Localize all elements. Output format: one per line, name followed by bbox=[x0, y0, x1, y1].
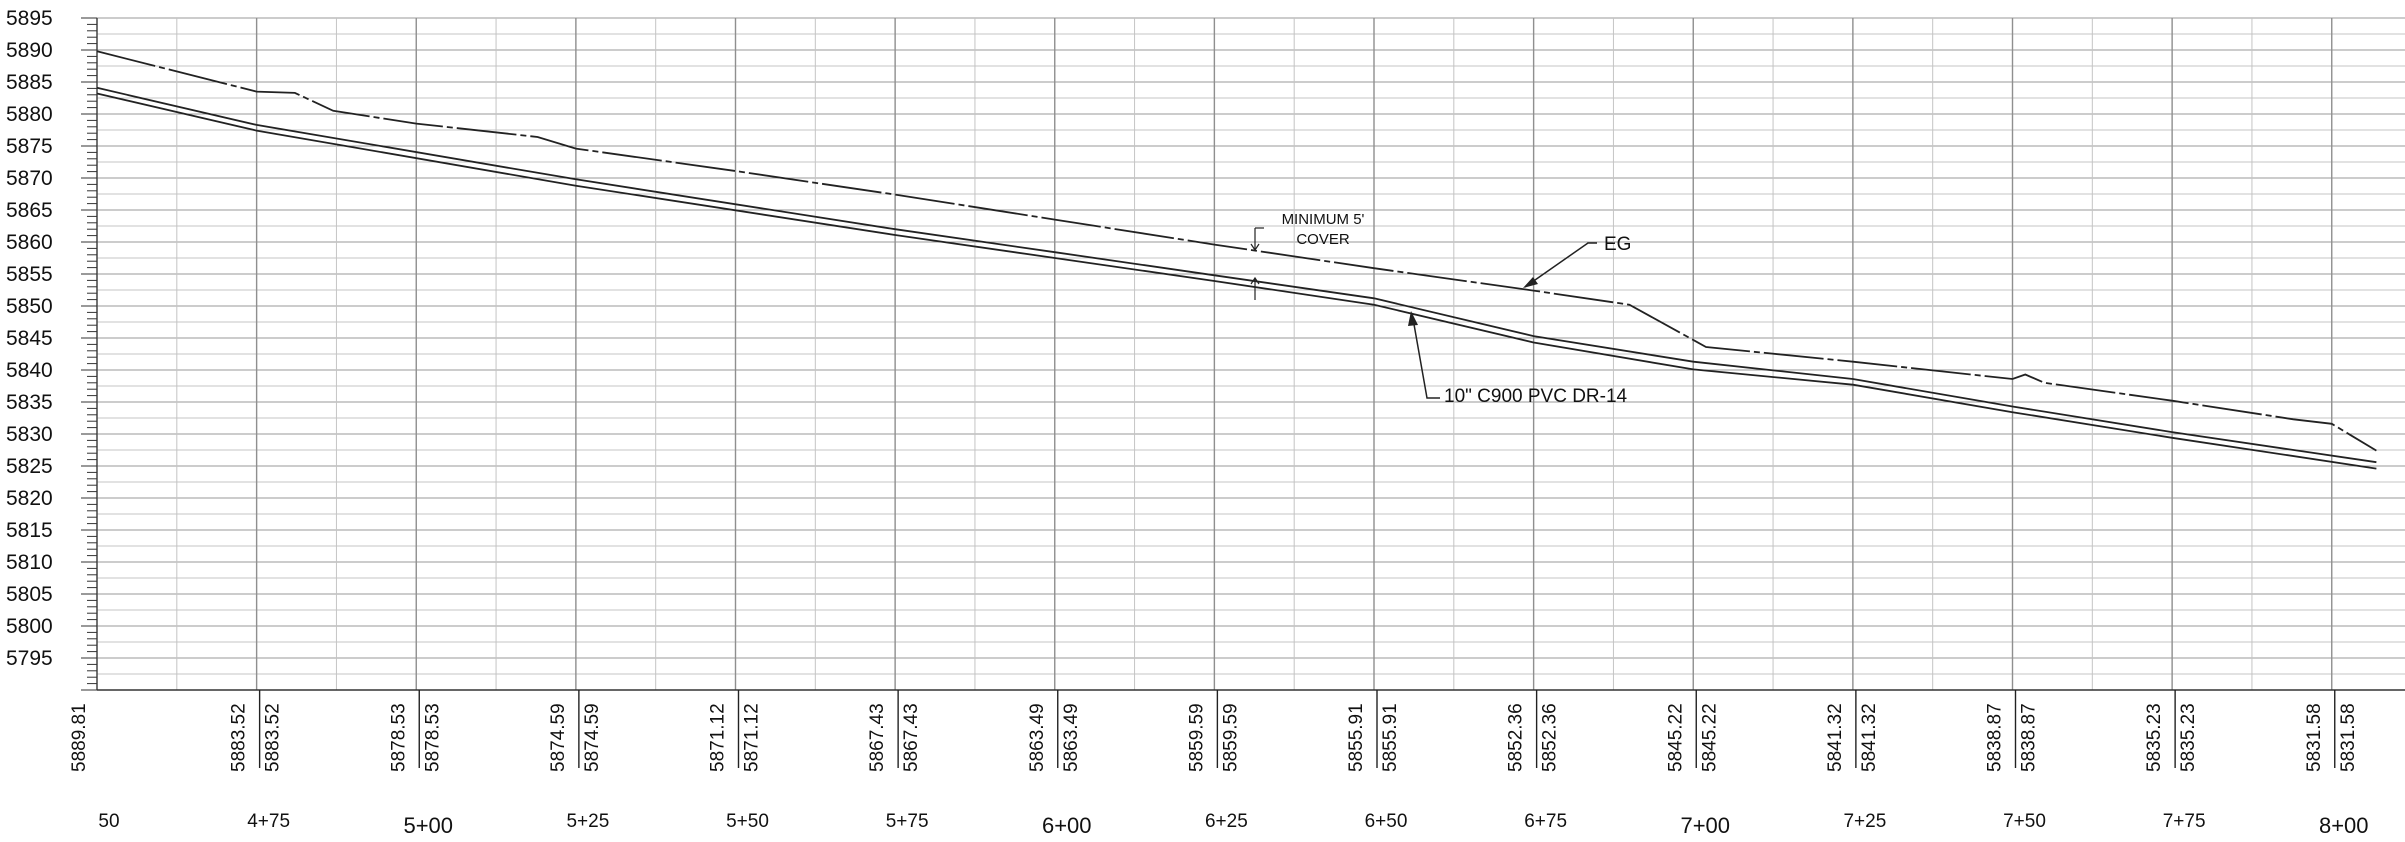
y-tick-label: 5810 bbox=[6, 551, 53, 574]
y-tick-label: 5830 bbox=[6, 423, 53, 446]
min-cover-note-line2: COVER bbox=[1296, 231, 1350, 248]
series-eg bbox=[96, 50, 2377, 452]
elevation-label-right: 5867.43 bbox=[901, 703, 922, 772]
eg-arrowhead bbox=[1523, 277, 1538, 288]
station-label: 5+50 bbox=[726, 811, 769, 832]
station-label: 6+75 bbox=[1524, 811, 1567, 832]
series-pipe-bottom bbox=[96, 92, 2377, 470]
y-axis-ticks bbox=[81, 17, 97, 691]
y-tick-label: 5870 bbox=[6, 167, 53, 190]
y-tick-label: 5820 bbox=[6, 487, 53, 510]
elevation-label-right: 5859.59 bbox=[1220, 703, 1241, 772]
elevation-label-right: 5874.59 bbox=[582, 703, 603, 772]
y-tick-label: 5825 bbox=[6, 455, 53, 478]
station-and-elevation-labels: 5889.81 5883.52 5883.52 5878.53 5878.53 5874.… bbox=[69, 690, 2369, 838]
elevation-label-left: 5878.53 bbox=[388, 703, 409, 772]
y-tick-label: 5855 bbox=[6, 263, 53, 286]
pipe-leader bbox=[1411, 312, 1440, 399]
station-label: 6+00 bbox=[1042, 813, 1092, 838]
y-tick-label: 5800 bbox=[6, 615, 53, 638]
station-label: 5+25 bbox=[566, 811, 609, 832]
elevation-label-right: 5845.22 bbox=[1699, 703, 1720, 772]
elevation-label-right: 5871.12 bbox=[742, 703, 763, 772]
station-label: 8+00 bbox=[2319, 813, 2369, 838]
elevation-label-right: 5863.49 bbox=[1061, 703, 1082, 772]
grid bbox=[96, 17, 2405, 691]
eg-leader bbox=[1524, 242, 1597, 288]
station-label: 6+50 bbox=[1365, 811, 1408, 832]
elevation-label-left: 5855.91 bbox=[1346, 703, 1367, 772]
station-label: 7+50 bbox=[2003, 811, 2046, 832]
pipe-label: 10" C900 PVC DR-14 bbox=[1444, 386, 1628, 407]
annotations: MINIMUM 5' COVER EG 10" C900 PVC DR-14 bbox=[1250, 211, 1631, 407]
station-label: 5+75 bbox=[886, 811, 929, 832]
elevation-label-left: 5831.58 bbox=[2304, 703, 2325, 772]
y-tick-label: 5850 bbox=[6, 295, 53, 318]
y-tick-label: 5880 bbox=[6, 103, 53, 126]
station-label: 5+00 bbox=[403, 813, 453, 838]
station-label: 6+25 bbox=[1205, 811, 1248, 832]
station-label: 50 bbox=[98, 811, 119, 832]
cover-arrow-down bbox=[1250, 243, 1260, 252]
station-label: 4+75 bbox=[247, 811, 290, 832]
elevation-label-left: 5871.12 bbox=[708, 703, 729, 772]
y-tick-label: 5840 bbox=[6, 359, 53, 382]
elevation-label-right: 5838.87 bbox=[2019, 703, 2040, 772]
elevation-label-left: 5852.36 bbox=[1506, 703, 1527, 772]
station-label: 7+00 bbox=[1680, 813, 1730, 838]
elevation-label-right: 5831.58 bbox=[2338, 703, 2359, 772]
y-tick-label: 5885 bbox=[6, 71, 53, 94]
y-tick-label: 5895 bbox=[6, 7, 53, 30]
elevation-label-left: 5841.32 bbox=[1825, 703, 1846, 772]
y-tick-label: 5890 bbox=[6, 39, 53, 62]
y-tick-label: 5875 bbox=[6, 135, 53, 158]
y-tick-label: 5805 bbox=[6, 583, 53, 606]
min-cover-note-line1: MINIMUM 5' bbox=[1282, 211, 1365, 228]
y-tick-label: 5860 bbox=[6, 231, 53, 254]
y-tick-label: 5815 bbox=[6, 519, 53, 542]
elevation-label-right: 5878.53 bbox=[422, 703, 443, 772]
elevation-label-left: 5835.23 bbox=[2144, 703, 2165, 772]
cover-arrow-up bbox=[1250, 276, 1260, 285]
elevation-label-left: 5859.59 bbox=[1186, 703, 1207, 772]
elevation-label-left: 5838.87 bbox=[1985, 703, 2006, 772]
series-layer bbox=[96, 50, 2377, 470]
series-pipe-top bbox=[96, 86, 2377, 464]
elevation-label-left: 5874.59 bbox=[548, 703, 569, 772]
y-tick-label: 5865 bbox=[6, 199, 53, 222]
y-tick-label: 5795 bbox=[6, 647, 53, 670]
y-tick-label: 5845 bbox=[6, 327, 53, 350]
eg-label: EG bbox=[1604, 234, 1631, 255]
elevation-label-left: 5889.81 bbox=[69, 703, 90, 772]
y-axis-labels: 5895 5890 5885 5880 5875 5870 5865 5860 5855 5850… bbox=[6, 7, 53, 670]
station-label: 7+75 bbox=[2163, 811, 2206, 832]
station-label: 7+25 bbox=[1843, 811, 1886, 832]
elevation-label-left: 5845.22 bbox=[1665, 703, 1686, 772]
elevation-label-left: 5867.43 bbox=[867, 703, 888, 772]
elevation-label-right: 5841.32 bbox=[1859, 703, 1880, 772]
elevation-label-right: 5835.23 bbox=[2178, 703, 2199, 772]
pipe-arrowhead bbox=[1408, 311, 1418, 326]
elevation-label-right: 5852.36 bbox=[1540, 703, 1561, 772]
elevation-label-right: 5855.91 bbox=[1380, 703, 1401, 772]
y-tick-label: 5835 bbox=[6, 391, 53, 414]
elevation-label-right: 5883.52 bbox=[263, 703, 284, 772]
elevation-label-left: 5883.52 bbox=[229, 703, 250, 772]
elevation-label-left: 5863.49 bbox=[1027, 703, 1048, 772]
